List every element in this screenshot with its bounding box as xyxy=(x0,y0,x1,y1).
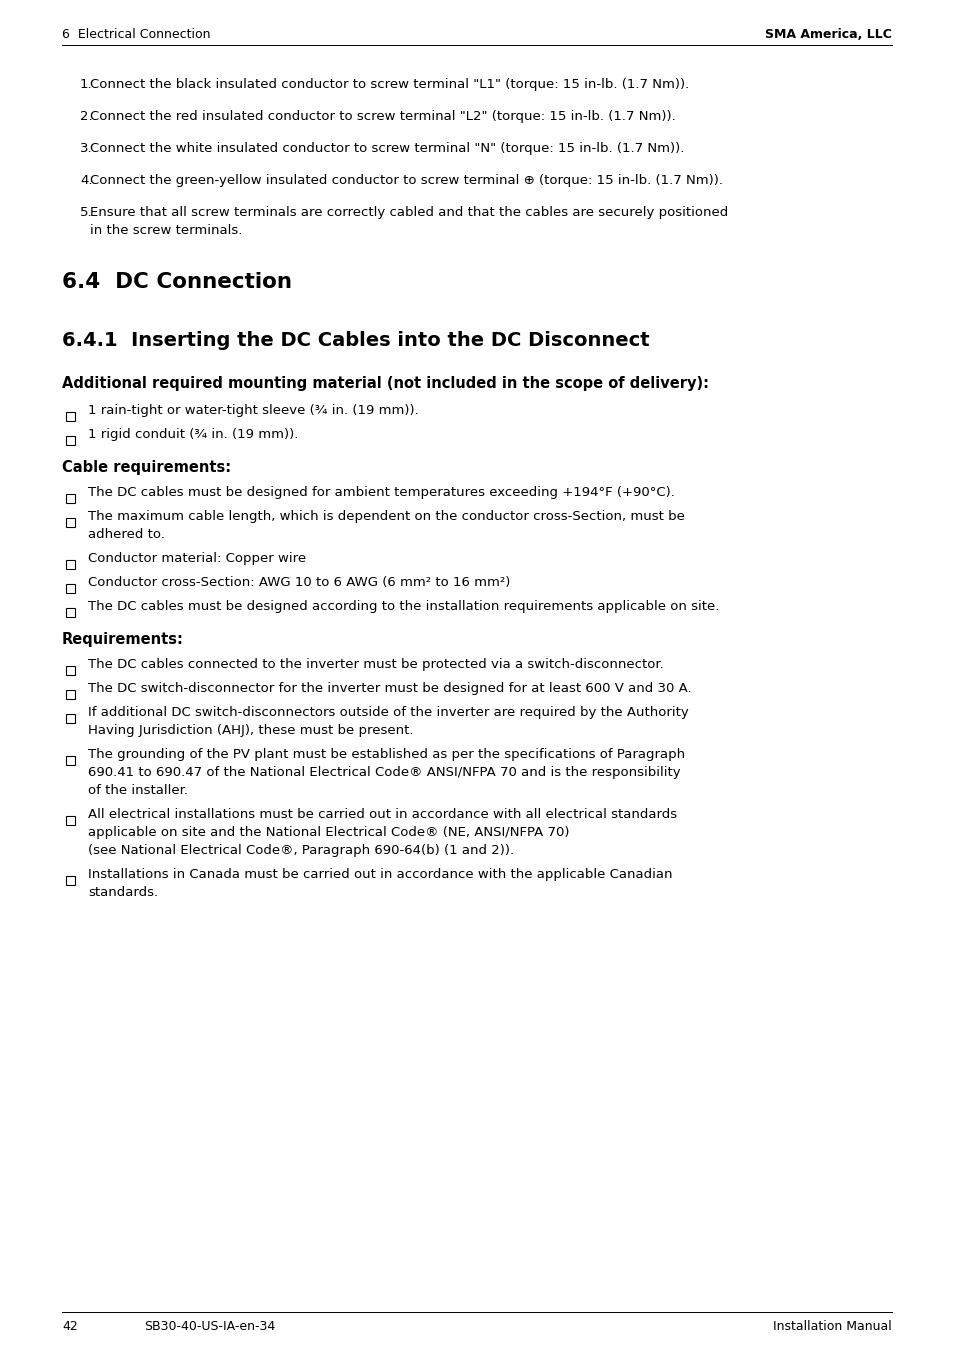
Text: Cable requirements:: Cable requirements: xyxy=(62,460,231,475)
Text: 1 rain-tight or water-tight sleeve (¾ in. (19 mm)).: 1 rain-tight or water-tight sleeve (¾ in… xyxy=(88,404,418,416)
Text: All electrical installations must be carried out in accordance with all electric: All electrical installations must be car… xyxy=(88,808,677,821)
Text: applicable on site and the National Electrical Code® (NE, ANSI/NFPA 70): applicable on site and the National Elec… xyxy=(88,826,569,840)
Text: 690.41 to 690.47 of the National Electrical Code® ANSI/NFPA 70 and is the respon: 690.41 to 690.47 of the National Electri… xyxy=(88,767,679,779)
Text: The DC cables connected to the inverter must be protected via a switch-disconnec: The DC cables connected to the inverter … xyxy=(88,658,663,671)
Bar xyxy=(66,756,75,765)
Text: of the installer.: of the installer. xyxy=(88,784,188,796)
Bar xyxy=(66,714,75,723)
Text: SMA America, LLC: SMA America, LLC xyxy=(764,28,891,41)
Text: (see National Electrical Code®, Paragraph 690-64(b) (1 and 2)).: (see National Electrical Code®, Paragrap… xyxy=(88,844,514,857)
Text: Installation Manual: Installation Manual xyxy=(773,1320,891,1333)
Text: 1 rigid conduit (¾ in. (19 mm)).: 1 rigid conduit (¾ in. (19 mm)). xyxy=(88,429,298,441)
Bar xyxy=(66,667,75,675)
Bar xyxy=(66,584,75,594)
Text: 2.: 2. xyxy=(80,110,92,123)
Text: 6.4.1  Inserting the DC Cables into the DC Disconnect: 6.4.1 Inserting the DC Cables into the D… xyxy=(62,331,649,350)
Text: Ensure that all screw terminals are correctly cabled and that the cables are sec: Ensure that all screw terminals are corr… xyxy=(90,206,727,219)
Text: 5.: 5. xyxy=(80,206,92,219)
Text: Requirements:: Requirements: xyxy=(62,631,184,648)
Text: 3.: 3. xyxy=(80,142,92,155)
Text: The DC switch-disconnector for the inverter must be designed for at least 600 V : The DC switch-disconnector for the inver… xyxy=(88,681,691,695)
Bar xyxy=(66,518,75,527)
Bar xyxy=(66,608,75,617)
Text: Installations in Canada must be carried out in accordance with the applicable Ca: Installations in Canada must be carried … xyxy=(88,868,672,882)
Text: Additional required mounting material (not included in the scope of delivery):: Additional required mounting material (n… xyxy=(62,376,708,391)
Text: Connect the green-yellow insulated conductor to screw terminal ⊕ (torque: 15 in-: Connect the green-yellow insulated condu… xyxy=(90,174,722,187)
Text: standards.: standards. xyxy=(88,886,158,899)
Bar xyxy=(66,435,75,445)
Text: SB30-40-US-IA-en-34: SB30-40-US-IA-en-34 xyxy=(144,1320,275,1333)
Text: 42: 42 xyxy=(62,1320,77,1333)
Text: 6.4  DC Connection: 6.4 DC Connection xyxy=(62,272,292,292)
Text: The DC cables must be designed for ambient temperatures exceeding +194°F (+90°C): The DC cables must be designed for ambie… xyxy=(88,485,674,499)
Text: Connect the white insulated conductor to screw terminal "N" (torque: 15 in-lb. (: Connect the white insulated conductor to… xyxy=(90,142,683,155)
Text: 6  Electrical Connection: 6 Electrical Connection xyxy=(62,28,211,41)
Text: Conductor cross-Section: AWG 10 to 6 AWG (6 mm² to 16 mm²): Conductor cross-Section: AWG 10 to 6 AWG… xyxy=(88,576,510,589)
Bar xyxy=(66,560,75,569)
Text: Having Jurisdiction (AHJ), these must be present.: Having Jurisdiction (AHJ), these must be… xyxy=(88,725,413,737)
Text: The DC cables must be designed according to the installation requirements applic: The DC cables must be designed according… xyxy=(88,600,719,612)
Text: Connect the black insulated conductor to screw terminal "L1" (torque: 15 in-lb. : Connect the black insulated conductor to… xyxy=(90,78,688,91)
Text: If additional DC switch-disconnectors outside of the inverter are required by th: If additional DC switch-disconnectors ou… xyxy=(88,706,688,719)
Text: adhered to.: adhered to. xyxy=(88,529,165,541)
Text: Connect the red insulated conductor to screw terminal "L2" (torque: 15 in-lb. (1: Connect the red insulated conductor to s… xyxy=(90,110,675,123)
Text: 1.: 1. xyxy=(80,78,92,91)
Text: in the screw terminals.: in the screw terminals. xyxy=(90,224,242,237)
Bar xyxy=(66,690,75,699)
Bar xyxy=(66,876,75,886)
Text: Conductor material: Copper wire: Conductor material: Copper wire xyxy=(88,552,306,565)
Bar xyxy=(66,412,75,420)
Text: 4.: 4. xyxy=(80,174,92,187)
Bar xyxy=(66,493,75,503)
Text: The grounding of the PV plant must be established as per the specifications of P: The grounding of the PV plant must be es… xyxy=(88,748,684,761)
Bar xyxy=(66,817,75,825)
Text: The maximum cable length, which is dependent on the conductor cross-Section, mus: The maximum cable length, which is depen… xyxy=(88,510,684,523)
